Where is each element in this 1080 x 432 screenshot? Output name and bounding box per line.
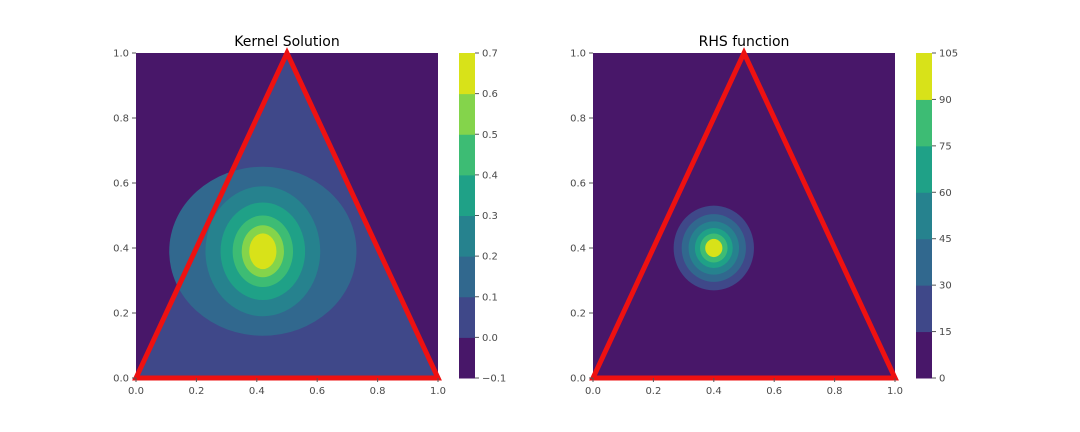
colorbar-tick-label: 0.1 xyxy=(482,292,498,303)
colorbar-band xyxy=(459,337,475,379)
colorbar-band xyxy=(916,145,932,193)
colorbar-tick-label: 0.5 xyxy=(482,130,498,141)
colorbar-band xyxy=(459,134,475,176)
colorbar-band xyxy=(916,192,932,240)
colorbar-band xyxy=(459,53,475,95)
colorbar-tick-label: 75 xyxy=(939,141,952,152)
colorbar-tick-label: −0.1 xyxy=(482,374,506,385)
x-tick-label: 0.2 xyxy=(188,386,204,397)
chart-title: RHS function xyxy=(699,34,790,50)
colorbar-band xyxy=(459,215,475,257)
contour-fills xyxy=(673,205,754,291)
x-tick-label: 0.8 xyxy=(827,386,843,397)
y-tick-label: 0.2 xyxy=(570,309,586,320)
y-tick-label: 0.4 xyxy=(113,244,129,255)
boundary-triangle xyxy=(132,47,442,381)
x-tick-label: 0.8 xyxy=(370,386,386,397)
colorbar-tick-label: 0.6 xyxy=(482,89,498,100)
colorbar-band xyxy=(916,99,932,147)
colorbar-tick-label: 0 xyxy=(939,374,945,385)
y-tick-label: 0.6 xyxy=(570,179,586,190)
chart-panel-1: 0.0 0.2 0.4 0.6 0.8 1.0 0.0 0.2 0.4 0.6 0.8 1.0 Kern… xyxy=(113,34,506,397)
y-tick-label: 0.4 xyxy=(570,244,586,255)
colorbar-tick-label: 0.4 xyxy=(482,170,498,181)
y-tick-label: 1.0 xyxy=(570,49,586,60)
y-tick-label: 0.6 xyxy=(113,179,129,190)
x-tick-label: 0.6 xyxy=(309,386,325,397)
x-tick-label: 0.0 xyxy=(585,386,601,397)
colorbar-band xyxy=(916,285,932,333)
chart-title: Kernel Solution xyxy=(234,34,339,50)
colorbar-tick-label: 45 xyxy=(939,234,952,245)
x-tick-label: 1.0 xyxy=(887,386,903,397)
y-tick-label: 0.8 xyxy=(113,114,129,125)
x-tick-label: 1.0 xyxy=(430,386,446,397)
colorbar-tick-label: 0.3 xyxy=(482,211,498,222)
colorbar-tick-label: 0.0 xyxy=(482,333,498,344)
colorbar-tick-label: 15 xyxy=(939,327,952,338)
plot-background xyxy=(593,53,895,378)
x-tick-label: 0.6 xyxy=(766,386,782,397)
colorbar-band xyxy=(459,93,475,135)
colorbar-tick-label: 105 xyxy=(939,49,958,60)
colorbar-tick-label: 90 xyxy=(939,95,952,106)
colorbar-band xyxy=(916,238,932,286)
colorbar-band xyxy=(916,53,932,100)
y-tick-label: 1.0 xyxy=(113,49,129,60)
colorbar-tick-label: 30 xyxy=(939,281,952,292)
colorbar-band xyxy=(459,296,475,338)
colorbar-band xyxy=(916,331,932,379)
contour-level-7 xyxy=(249,233,277,270)
x-tick-label: 0.2 xyxy=(645,386,661,397)
x-tick-label: 0.4 xyxy=(706,386,722,397)
colorbar-tick-label: 60 xyxy=(939,188,952,199)
colorbar-band xyxy=(459,256,475,298)
y-tick-label: 0.0 xyxy=(570,374,586,385)
chart-panel-2: 0.0 0.2 0.4 0.6 0.8 1.0 0.0 0.2 0.4 0.6 0.8 1.0 RHS … xyxy=(570,34,958,397)
y-tick-label: 0.2 xyxy=(113,309,129,320)
boundary-triangle xyxy=(589,47,899,381)
x-tick-label: 0.4 xyxy=(249,386,265,397)
y-tick-label: 0.8 xyxy=(570,114,586,125)
contour-level-6 xyxy=(705,238,723,258)
colorbar-tick-label: 0.7 xyxy=(482,49,498,60)
x-tick-label: 0.0 xyxy=(128,386,144,397)
colorbar-tick-label: 0.2 xyxy=(482,252,498,263)
colorbar-band xyxy=(459,174,475,216)
y-tick-label: 0.0 xyxy=(113,374,129,385)
